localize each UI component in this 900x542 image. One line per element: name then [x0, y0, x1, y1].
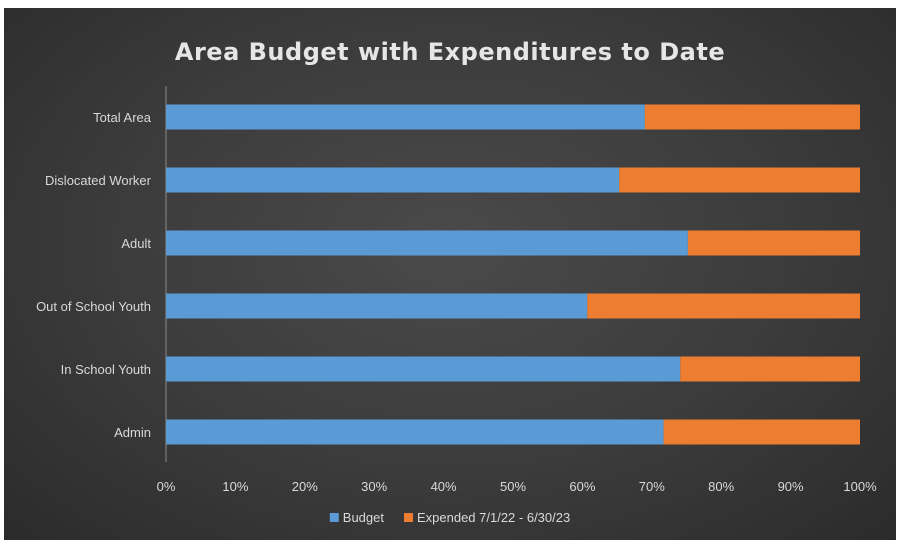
category-label: In School Youth [61, 362, 151, 377]
legend-swatch-expended [404, 513, 413, 522]
legend-swatch-budget [330, 513, 339, 522]
category-label: Admin [114, 425, 151, 440]
x-tick-label: 70% [639, 479, 665, 494]
x-tick-label: 100% [843, 479, 877, 494]
x-tick-label: 40% [431, 479, 457, 494]
bar-adult-expended [688, 231, 860, 256]
bar-adult-budget [166, 231, 688, 256]
x-tick-label: 50% [500, 479, 526, 494]
bar-total-area-expended [645, 105, 860, 130]
x-tick-label: 60% [569, 479, 595, 494]
bar-admin-expended [664, 420, 860, 445]
x-tick-label: 90% [778, 479, 804, 494]
x-tick-label: 20% [292, 479, 318, 494]
category-label: Total Area [93, 110, 152, 125]
bar-dislocated-worker-budget [166, 168, 619, 193]
bar-in-school-youth-expended [680, 357, 860, 382]
legend: Budget Expended 7/1/22 - 6/30/23 [330, 510, 570, 525]
bar-in-school-youth-budget [166, 357, 680, 382]
bar-out-of-school-youth-budget [166, 294, 587, 319]
bar-total-area-budget [166, 105, 645, 130]
category-label: Out of School Youth [36, 299, 151, 314]
x-tick-label: 0% [157, 479, 176, 494]
x-tick-label: 30% [361, 479, 387, 494]
category-label: Dislocated Worker [45, 173, 152, 188]
bar-admin-budget [166, 420, 664, 445]
bar-out-of-school-youth-expended [587, 294, 860, 319]
bars-group [166, 105, 860, 445]
x-axis-ticks: 0% 10% 20% 30% 40% 50% 60% 70% 80% 90% 100% [157, 479, 877, 494]
category-label: Adult [121, 236, 151, 251]
legend-label: Budget [343, 510, 385, 525]
x-tick-label: 10% [222, 479, 248, 494]
category-labels: Total Area Dislocated Worker Adult Out of S… [36, 110, 152, 440]
legend-label: Expended 7/1/22 - 6/30/23 [417, 510, 570, 525]
x-tick-label: 80% [708, 479, 734, 494]
bar-dislocated-worker-expended [619, 168, 860, 193]
